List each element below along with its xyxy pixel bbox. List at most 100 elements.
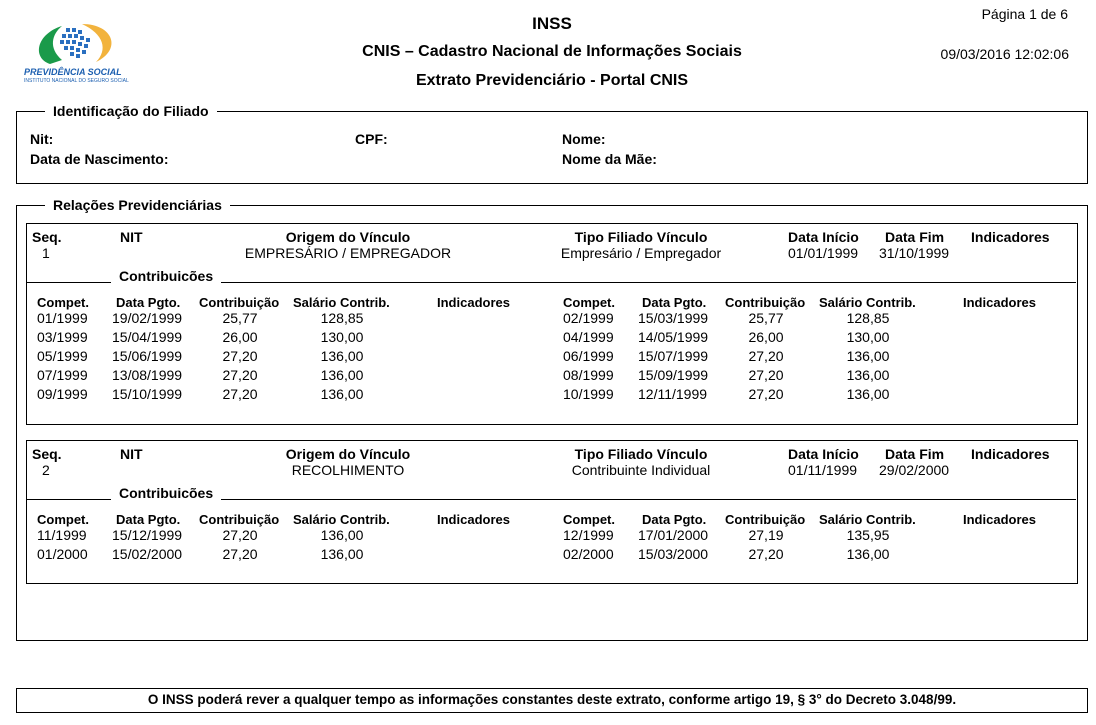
cpf-label: CPF: xyxy=(355,131,388,147)
salario-value: 135,95 xyxy=(846,527,890,543)
logo-subtext: INSTITUTO NACIONAL DO SEGURO SOCIAL xyxy=(24,78,129,84)
data-pgto-value: 15/09/1999 xyxy=(638,367,709,383)
compet-value: 09/1999 xyxy=(37,386,88,402)
salario-value: 130,00 xyxy=(846,329,890,345)
filiado-legend: Identificação do Filiado xyxy=(45,104,217,118)
contribuicao-header: Contribuição xyxy=(725,295,806,310)
data-pgto-value: 15/03/2000 xyxy=(638,546,709,562)
contrib-legend: Contribuicões xyxy=(111,269,222,283)
seq-header: Seq. xyxy=(32,446,62,462)
inicio-value: 01/01/1999 xyxy=(788,245,859,261)
compet-value: 02/1999 xyxy=(563,310,614,326)
contribuicao-value: 27,20 xyxy=(222,527,258,543)
indicadores-header: Indicadores xyxy=(963,512,1036,527)
fim-value: 31/10/1999 xyxy=(879,245,950,261)
seq-value: 1 xyxy=(42,245,50,261)
contribuicao-value: 27,20 xyxy=(748,386,784,402)
compet-value: 10/1999 xyxy=(563,386,614,402)
data-pgto-header: Data Pgto. xyxy=(116,512,181,527)
compet-value: 11/1999 xyxy=(37,527,87,543)
logo-text: PREVIDÊNCIA SOCIAL xyxy=(24,67,122,77)
nit-header: NIT xyxy=(120,229,143,245)
contribuicao-value: 27,20 xyxy=(222,546,258,562)
salario-value: 136,00 xyxy=(846,386,890,402)
data-pgto-value: 15/02/2000 xyxy=(112,546,183,562)
indicadores-header: Indicadores xyxy=(437,295,510,310)
mae-label: Nome da Mãe: xyxy=(562,151,657,167)
data-pgto-value: 15/10/1999 xyxy=(112,386,183,402)
seq-value: 2 xyxy=(42,462,50,478)
salario-value: 130,00 xyxy=(320,329,364,345)
origem-value: EMPRESÁRIO / EMPREGADOR xyxy=(244,245,452,261)
data-pgto-header: Data Pgto. xyxy=(642,295,707,310)
compet-header: Compet. xyxy=(563,512,615,527)
data-pgto-value: 17/01/2000 xyxy=(638,527,709,543)
data-pgto-value: 15/04/1999 xyxy=(112,329,183,345)
data-pgto-value: 12/11/1999 xyxy=(638,386,708,402)
seq-header: Seq. xyxy=(32,229,62,245)
nascimento-label: Data de Nascimento: xyxy=(30,151,169,167)
data-pgto-value: 15/06/1999 xyxy=(112,348,183,364)
page-number: Página 1 de 6 xyxy=(981,6,1068,22)
compet-header: Compet. xyxy=(37,512,89,527)
salario-value: 136,00 xyxy=(846,367,890,383)
compet-value: 06/1999 xyxy=(563,348,614,364)
filiado-section xyxy=(16,111,1088,184)
contribuicao-value: 25,77 xyxy=(222,310,258,326)
compet-value: 03/1999 xyxy=(37,329,88,345)
compet-value: 12/1999 xyxy=(563,527,614,543)
contribuicao-value: 27,20 xyxy=(222,348,258,364)
indicadores-header: Indicadores xyxy=(963,295,1036,310)
doc-title: INSS xyxy=(532,14,572,33)
data-pgto-value: 15/07/1999 xyxy=(638,348,709,364)
nit-header: NIT xyxy=(120,446,143,462)
footer-disclaimer: O INSS poderá rever a qualquer tempo as … xyxy=(147,692,957,707)
salario-value: 128,85 xyxy=(846,310,890,326)
contribuicao-value: 25,77 xyxy=(748,310,784,326)
fim-header: Data Fim xyxy=(885,229,945,245)
footer-box xyxy=(16,688,1088,713)
contrib-legend: Contribuicões xyxy=(111,486,222,500)
contribuicao-header: Contribuição xyxy=(199,295,280,310)
contrib-divider xyxy=(26,282,1076,283)
data-pgto-value: 15/03/1999 xyxy=(638,310,709,326)
compet-value: 01/1999 xyxy=(37,310,88,326)
nit-label: Nit: xyxy=(30,131,54,147)
salario-value: 136,00 xyxy=(846,546,890,562)
contribuicao-value: 27,20 xyxy=(748,348,784,364)
salario-value: 136,00 xyxy=(320,348,364,364)
data-pgto-header: Data Pgto. xyxy=(116,295,181,310)
contribuicao-value: 27,19 xyxy=(748,527,784,543)
salario-value: 128,85 xyxy=(320,310,364,326)
tipo-value: Contribuinte Individual xyxy=(571,462,711,478)
contribuicao-value: 26,00 xyxy=(748,329,784,345)
indicadores-header: Indicadores xyxy=(971,229,1050,245)
contribuicao-value: 27,20 xyxy=(222,367,258,383)
data-pgto-value: 19/02/1999 xyxy=(112,310,183,326)
contribuicao-value: 27,20 xyxy=(748,367,784,383)
contribuicao-header: Contribuição xyxy=(725,512,806,527)
compet-value: 07/1999 xyxy=(37,367,88,383)
data-pgto-value: 15/12/1999 xyxy=(112,527,183,543)
salario-header: Salário Contrib. xyxy=(819,295,916,310)
salario-header: Salário Contrib. xyxy=(819,512,916,527)
salario-header: Salário Contrib. xyxy=(293,512,390,527)
indicadores-header: Indicadores xyxy=(971,446,1050,462)
inicio-header: Data Início xyxy=(788,229,859,245)
origem-header: Origem do Vínculo xyxy=(285,229,411,245)
inicio-header: Data Início xyxy=(788,446,859,462)
vinculo-box xyxy=(26,223,1078,425)
origem-header: Origem do Vínculo xyxy=(285,446,411,462)
compet-value: 02/2000 xyxy=(563,546,614,562)
relacoes-section xyxy=(16,205,1088,641)
logo-emblem-icon xyxy=(38,24,112,64)
salario-header: Salário Contrib. xyxy=(293,295,390,310)
salario-value: 136,00 xyxy=(320,546,364,562)
relacoes-legend: Relações Previdenciárias xyxy=(45,198,230,212)
compet-value: 08/1999 xyxy=(563,367,614,383)
doc-subtitle: CNIS – Cadastro Nacional de Informações … xyxy=(362,43,742,60)
compet-header: Compet. xyxy=(563,295,615,310)
salario-value: 136,00 xyxy=(320,527,364,543)
contribuicao-value: 27,20 xyxy=(748,546,784,562)
contrib-divider xyxy=(26,499,1076,500)
